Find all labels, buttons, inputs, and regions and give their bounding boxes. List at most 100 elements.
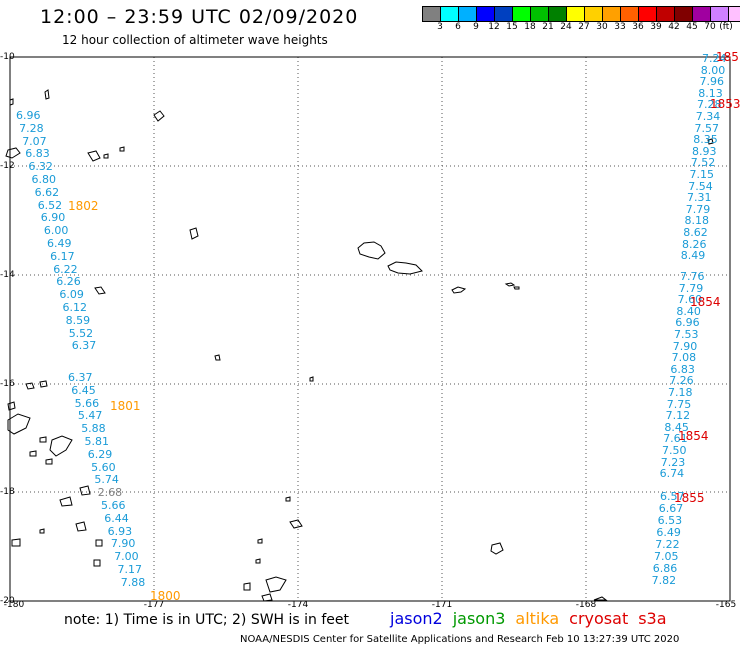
latitude-label: -20 — [0, 596, 15, 606]
wave-height-value: 7.07 — [22, 134, 47, 148]
pass-time-label: 1854 — [690, 295, 721, 309]
wave-height-value: 6.93 — [107, 524, 133, 538]
wave-height-value: 5.88 — [81, 422, 106, 436]
wave-height-value: 6.57 — [660, 490, 685, 503]
wave-height-value: 5.52 — [68, 326, 94, 340]
island-fiji-vanua-levu — [49, 435, 73, 457]
wave-height-value: 7.15 — [689, 168, 715, 181]
wave-height-value: 7.96 — [699, 75, 725, 89]
wave-height-value: 7.60 — [677, 293, 703, 307]
longitude-label: -168 — [575, 600, 597, 610]
wave-height-value: 8.00 — [700, 63, 726, 77]
pass-time-label: 1853 — [710, 97, 740, 111]
wave-height-value: 6.83 — [25, 147, 50, 161]
color-swatch — [675, 7, 693, 21]
wave-height-value: 5.74 — [94, 473, 119, 487]
wave-height-value: 6.67 — [658, 502, 684, 515]
wave-height-value: 7.26 — [669, 374, 694, 388]
longitude-label: -174 — [287, 600, 309, 610]
wave-height-value: 7.52 — [690, 156, 716, 170]
color-scale-bar — [422, 6, 740, 22]
wave-height-value: 8.59 — [65, 313, 91, 327]
wave-height-value: 8.40 — [676, 304, 701, 318]
wave-height-value: 7.28 — [19, 121, 44, 135]
wave-height-value: 6.00 — [43, 224, 69, 238]
wave-height-value: 7.24 — [702, 52, 727, 65]
wave-height-value: 7.31 — [687, 191, 712, 205]
wave-height-value: 7.18 — [668, 386, 693, 399]
longitude-label: -177 — [143, 600, 165, 610]
wave-height-value: 7.61 — [663, 432, 688, 446]
wave-height-value: 7.34 — [695, 110, 721, 123]
island-wallis — [153, 110, 165, 122]
wave-height-value: 6.83 — [670, 362, 695, 376]
color-swatch — [477, 7, 495, 21]
latitude-label: -18 — [0, 487, 15, 497]
color-swatch — [495, 7, 513, 21]
wave-height-value: 6.62 — [34, 185, 60, 199]
wave-height-value: 2.68 — [97, 486, 123, 500]
wave-height-value: 5.66 — [74, 396, 100, 410]
wave-height-value: 6.12 — [62, 301, 88, 314]
wave-height-value: 7.79 — [685, 202, 711, 216]
color-scale-label: 36 — [632, 22, 644, 32]
latitude-label: -12 — [0, 161, 15, 171]
wave-height-value: 6.37 — [71, 339, 97, 353]
color-scale-label: 45 — [686, 22, 698, 32]
wave-height-value: 7.23 — [660, 455, 686, 469]
color-scale-label: 24 — [560, 22, 572, 32]
color-swatch — [567, 7, 585, 21]
wave-height-value: 6.80 — [31, 173, 57, 186]
island-manua — [504, 282, 516, 287]
wave-height-value: 7.12 — [665, 409, 691, 423]
color-swatch — [531, 7, 549, 21]
map-subtitle: 12 hour collection of altimeter wave hei… — [62, 33, 328, 47]
wave-height-value: 6.90 — [40, 211, 66, 225]
pass-time-label: 1800 — [150, 589, 181, 603]
wave-height-value: 6.96 — [675, 316, 700, 330]
color-swatch — [513, 7, 531, 21]
satellite-legend-jason3: jason3 — [452, 609, 506, 628]
wave-height-value: 8.45 — [664, 420, 689, 434]
color-swatch — [693, 7, 711, 21]
wave-height-value: 7.76 — [680, 270, 705, 283]
graticule — [10, 57, 730, 601]
island-samoa-savaii — [387, 261, 423, 275]
wave-height-value: 7.28 — [697, 98, 722, 112]
wave-height-value: 7.57 — [694, 121, 720, 135]
satellite-legend-altika: altika — [515, 609, 560, 628]
wave-height-value: 6.32 — [28, 160, 53, 174]
wave-height-value: 8.13 — [698, 86, 723, 100]
wave-height-value: 6.22 — [53, 262, 78, 276]
wave-height-value: 6.44 — [104, 511, 129, 525]
pass-time-label: 185 — [716, 50, 739, 64]
wave-height-value: 6.49 — [656, 526, 681, 539]
color-scale-label: 70 — [704, 22, 716, 32]
wave-height-value: 5.47 — [77, 409, 103, 423]
wave-height-value: 7.05 — [654, 550, 679, 563]
wave-height-value: 7.75 — [666, 397, 692, 411]
color-swatch — [603, 7, 621, 21]
island-samoa-upolu — [357, 241, 386, 260]
pass-time-label: 1854 — [678, 429, 709, 443]
color-scale-label: 21 — [542, 22, 554, 32]
wave-height-value: 7.54 — [688, 179, 713, 193]
map-frame — [9, 56, 731, 602]
wave-height-value: 7.17 — [117, 563, 143, 576]
wave-height-value: 5.81 — [84, 435, 110, 448]
wave-height-value: 5.60 — [91, 460, 116, 474]
wave-height-value: 7.90 — [110, 537, 136, 551]
color-swatch — [729, 7, 740, 21]
wave-height-value: 7.22 — [655, 538, 680, 551]
wave-height-value: 8.62 — [683, 226, 708, 239]
satellite-legend-jason2: jason2 — [390, 609, 443, 628]
wave-height-value: 8.18 — [684, 214, 710, 228]
wave-height-value: 7.50 — [662, 444, 687, 457]
color-swatch — [423, 7, 441, 21]
wave-height-value: 6.53 — [657, 514, 683, 527]
wave-height-value: 7.79 — [678, 281, 704, 295]
map-title: 12:00 – 23:59 UTC 02/09/2020 — [40, 6, 359, 28]
color-scale-label: (ft) — [719, 22, 733, 32]
color-scale-label: 30 — [596, 22, 608, 32]
